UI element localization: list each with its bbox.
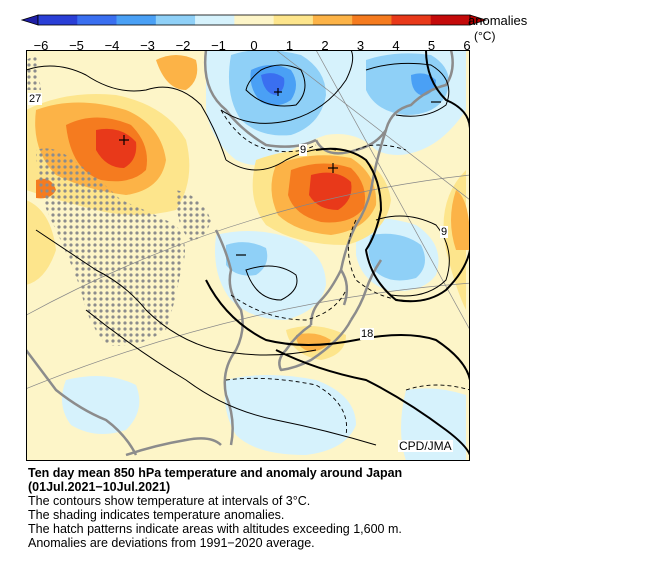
colorbar-tick-label: −2 <box>175 38 191 53</box>
colorbar-tick-label: 4 <box>392 38 400 53</box>
colorbar-swatch <box>195 15 235 25</box>
caption-line-baseline: Anomalies are deviations from 1991−2020 … <box>28 536 315 550</box>
colorbar-swatch <box>391 15 432 25</box>
colorbar-tick-label: −5 <box>69 38 84 53</box>
colorbar-swatch <box>352 15 392 25</box>
map-frame <box>26 50 470 461</box>
colorbar-tick-label: 5 <box>427 38 436 53</box>
colorbar-tick-label: 6 <box>463 38 471 53</box>
colorbar-swatch <box>155 15 196 25</box>
contour-label-27: 27 <box>28 93 43 105</box>
caption-line-hatch: The hatch patterns indicate areas with a… <box>28 522 402 536</box>
caption-title: Ten day mean 850 hPa temperature and ano… <box>28 466 403 480</box>
colorbar-bar <box>20 14 488 26</box>
colorbar-tick-label: 2 <box>321 38 329 53</box>
colorbar-swatch <box>38 15 78 25</box>
colorbar-tick-label: 3 <box>356 38 365 53</box>
colorbar-max-arrow <box>469 14 488 26</box>
anomaly-colorbar: −6 −5 −4 −3 −2 −1 0 1 2 3 4 5 6 <box>20 8 490 53</box>
colorbar-tick-label: −3 <box>140 38 155 53</box>
colorbar-swatch <box>77 15 117 25</box>
colorbar-tick-label: −6 <box>33 38 49 53</box>
temperature-contours <box>26 50 450 446</box>
map-canvas <box>26 50 470 461</box>
colorbar-unit: (°C) <box>474 29 496 43</box>
colorbar-tick-label: −4 <box>104 38 120 53</box>
extreme-hot-anomaly-regions <box>96 128 352 210</box>
contour-label-9-east: 9 <box>440 226 449 238</box>
colorbar-tick-label: 1 <box>285 38 294 53</box>
anomaly-map: 27 9 9 18 CPD/JMA <box>26 50 470 461</box>
caption-period: (01Jul.2021−10Jul.2021) <box>28 480 171 494</box>
graticule <box>26 50 470 390</box>
altitude-hatch <box>26 55 211 346</box>
colorbar-swatch <box>430 15 471 25</box>
colorbar-swatch <box>273 15 314 25</box>
contour-thick <box>205 50 470 456</box>
figure-caption: Ten day mean 850 hPa temperature and ano… <box>28 466 628 550</box>
center-markers <box>119 88 441 256</box>
colorbar-tick-label: 0 <box>250 38 258 53</box>
contour-label-18: 18 <box>360 328 375 340</box>
colorbar-min-arrow <box>20 14 39 26</box>
colorbar-swatch <box>116 15 157 25</box>
colorbar-swatch <box>312 15 353 25</box>
contour-label-9-north: 9 <box>299 144 308 156</box>
colorbar-tick-label: −1 <box>211 38 226 53</box>
colorbar-swatch <box>234 15 274 25</box>
colorbar-title: anomalies <box>468 13 528 28</box>
caption-line-shading: The shading indicates temperature anomal… <box>28 508 285 522</box>
caption-line-contours: The contours show temperature at interva… <box>28 494 311 508</box>
map-credit: CPD/JMA <box>398 439 453 453</box>
